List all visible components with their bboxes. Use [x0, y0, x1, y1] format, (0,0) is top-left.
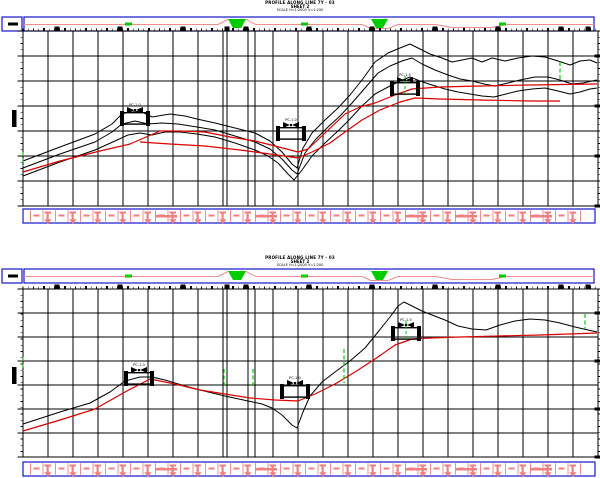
culvert-symbol: PC-1.5 — [391, 318, 421, 341]
station-data-band — [22, 461, 596, 477]
culvert-label: PC-1.0 — [285, 118, 296, 122]
panel2-title-block: PROFILE ALONG LINE 7Y - 03 SHEET 2 SCALE… — [0, 255, 600, 268]
panel1-title-block: PROFILE ALONG LINE 7Y - 03 SHEET 2 SCALE… — [0, 0, 600, 13]
panel2-title: PROFILE ALONG LINE 7Y - 03 — [265, 255, 335, 260]
plan-strip — [1, 268, 595, 284]
culvert-label: PC-1.0 — [133, 363, 144, 367]
panel1-scale-note: SCALE H=1:2000 V=1:200 — [276, 8, 324, 13]
station-ruler — [22, 284, 596, 289]
station-ruler — [22, 26, 596, 31]
culvert-symbol: PC-1.0 — [280, 376, 310, 399]
panel2-sheet-number: SHEET 2 — [290, 259, 310, 265]
culvert-symbols: PC-1.0 PC-1.0 PC-1.5 — [120, 73, 420, 141]
panel2-scale-note: SCALE H=1:2000 V=1:200 — [276, 263, 324, 268]
culvert-symbol: PC-1.5 — [390, 73, 420, 96]
green-reference-marks — [22, 62, 561, 166]
grid — [22, 288, 599, 458]
profile-panel-lower: PC-1.0 PC-1.0 PC-1.5 — [1, 268, 600, 477]
design-grade-lines — [22, 83, 598, 173]
panel1-title: PROFILE ALONG LINE 7Y - 03 — [265, 0, 335, 5]
terrain-lines — [22, 301, 598, 429]
station-data-band — [22, 208, 596, 224]
panel1-sheet-number: SHEET 2 — [290, 4, 310, 10]
green-reference-marks — [22, 314, 586, 388]
culvert-symbol: PC-1.0 — [124, 363, 154, 386]
design-grade-lines — [22, 332, 598, 432]
profile-panel-upper: PC-1.0 PC-1.0 PC-1.5 — [1, 16, 600, 224]
edge-ticks — [12, 30, 600, 208]
culvert-symbol: PC-1.0 — [276, 118, 306, 141]
terrain-lines — [22, 43, 598, 181]
edge-ticks — [12, 288, 600, 459]
culvert-label: PC-1.5 — [400, 318, 411, 322]
grid — [22, 30, 599, 207]
culvert-label: PC-1.0 — [129, 103, 140, 107]
culvert-symbols: PC-1.0 PC-1.0 PC-1.5 — [124, 318, 421, 399]
culvert-label: PC-1.0 — [289, 376, 300, 380]
culvert-label: PC-1.5 — [399, 73, 410, 77]
culvert-symbol: PC-1.0 — [120, 103, 150, 126]
